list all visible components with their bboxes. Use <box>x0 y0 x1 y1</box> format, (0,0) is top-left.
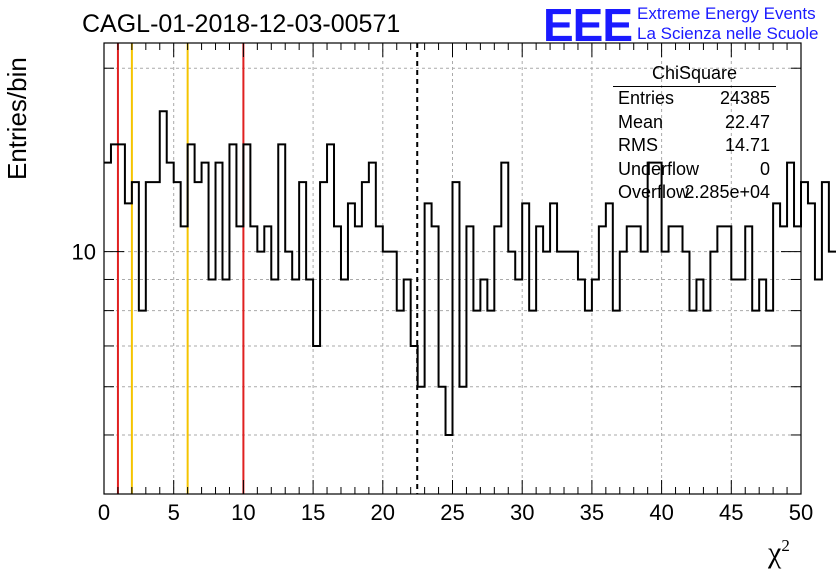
stats-row-underflow: Underflow 0 <box>609 158 776 182</box>
stats-title: ChiSquare <box>613 63 776 87</box>
x-tick-label: 50 <box>789 500 813 525</box>
x-tick-label: 35 <box>580 500 604 525</box>
stats-label: Overflow <box>618 182 690 202</box>
x-tick-label: 5 <box>168 500 180 525</box>
histogram-series <box>104 110 836 436</box>
stats-row-rms: RMS 14.71 <box>609 134 776 158</box>
stats-label: RMS <box>618 135 658 155</box>
stats-value: 2.285e+04 <box>684 182 770 202</box>
x-tick-label: 20 <box>371 500 395 525</box>
stats-row-overflow: Overflow 2.285e+04 <box>609 181 776 205</box>
stats-label: Mean <box>618 111 664 132</box>
logo-line-1: Extreme Energy Events <box>637 4 816 23</box>
x-tick-label: 10 <box>231 500 255 525</box>
x-tick-label: 45 <box>719 500 743 525</box>
y-tick-label: 10 <box>72 240 96 265</box>
stats-box: ChiSquare Entries 24385 Mean 22.47 RMS 1… <box>609 63 776 205</box>
stats-value: 24385 <box>719 88 770 108</box>
x-tick-label: 15 <box>301 500 325 525</box>
logo-line-2: La Scienza nelle Scuole <box>637 24 819 43</box>
x-tick-label: 0 <box>98 500 110 525</box>
stats-label: Underflow <box>618 158 700 179</box>
stats-value: 22.47 <box>724 111 770 132</box>
eee-logo: EEE <box>543 0 633 51</box>
x-tick-label: 40 <box>649 500 673 525</box>
x-tick-label: 30 <box>510 500 534 525</box>
run-title: CAGL-01-2018-12-03-00571 <box>82 10 401 38</box>
stats-row-mean: Mean 22.47 <box>609 111 776 135</box>
y-axis-title: Entries/bin <box>2 57 32 180</box>
x-axis-title: χ2 <box>768 536 790 569</box>
stats-value: 0 <box>759 158 770 179</box>
x-tick-label: 25 <box>440 500 464 525</box>
stats-value: 14.71 <box>724 135 770 155</box>
stats-label: Entries <box>618 88 675 108</box>
stats-row-entries: Entries 24385 <box>609 87 776 111</box>
